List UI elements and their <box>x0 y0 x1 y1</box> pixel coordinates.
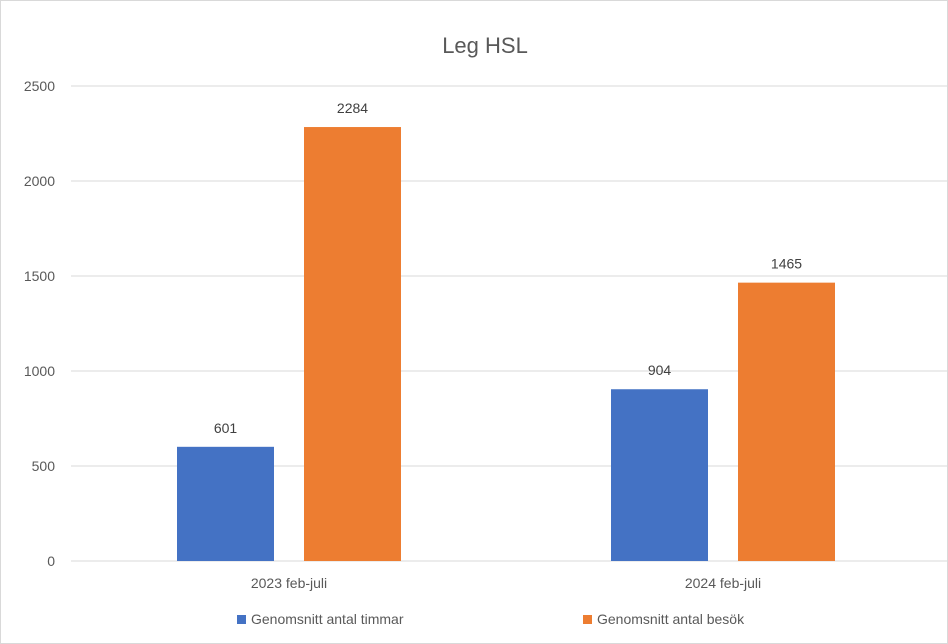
data-label: 904 <box>648 362 672 378</box>
y-tick-label: 1500 <box>24 268 55 284</box>
x-axis-categories: 2023 feb-juli 2024 feb-juli <box>251 575 761 591</box>
data-labels: 601 2284 904 1465 <box>214 100 802 436</box>
bar-timmar-1 <box>611 389 708 561</box>
y-tick-label: 1000 <box>24 363 55 379</box>
chart-title: Leg HSL <box>442 33 528 58</box>
legend-swatch <box>237 615 246 624</box>
y-tick-label: 2500 <box>24 78 55 94</box>
legend-swatch <box>583 615 592 624</box>
x-category-label: 2023 feb-juli <box>251 575 327 591</box>
data-label: 1465 <box>771 256 802 272</box>
legend: Genomsnitt antal timmar Genomsnitt antal … <box>237 611 745 627</box>
x-category-label: 2024 feb-juli <box>685 575 761 591</box>
bar-timmar-0 <box>177 446 274 561</box>
y-tick-label: 500 <box>32 458 56 474</box>
bars <box>177 127 835 561</box>
bar-besok-0 <box>304 127 401 561</box>
data-label: 2284 <box>337 100 368 116</box>
y-axis-ticks: 0 500 1000 1500 2000 2500 <box>24 78 55 569</box>
y-tick-label: 0 <box>47 553 55 569</box>
bar-besok-1 <box>738 282 835 561</box>
data-label: 601 <box>214 420 238 436</box>
y-tick-label: 2000 <box>24 173 55 189</box>
legend-label: Genomsnitt antal timmar <box>251 611 404 627</box>
legend-label: Genomsnitt antal besök <box>597 611 745 627</box>
